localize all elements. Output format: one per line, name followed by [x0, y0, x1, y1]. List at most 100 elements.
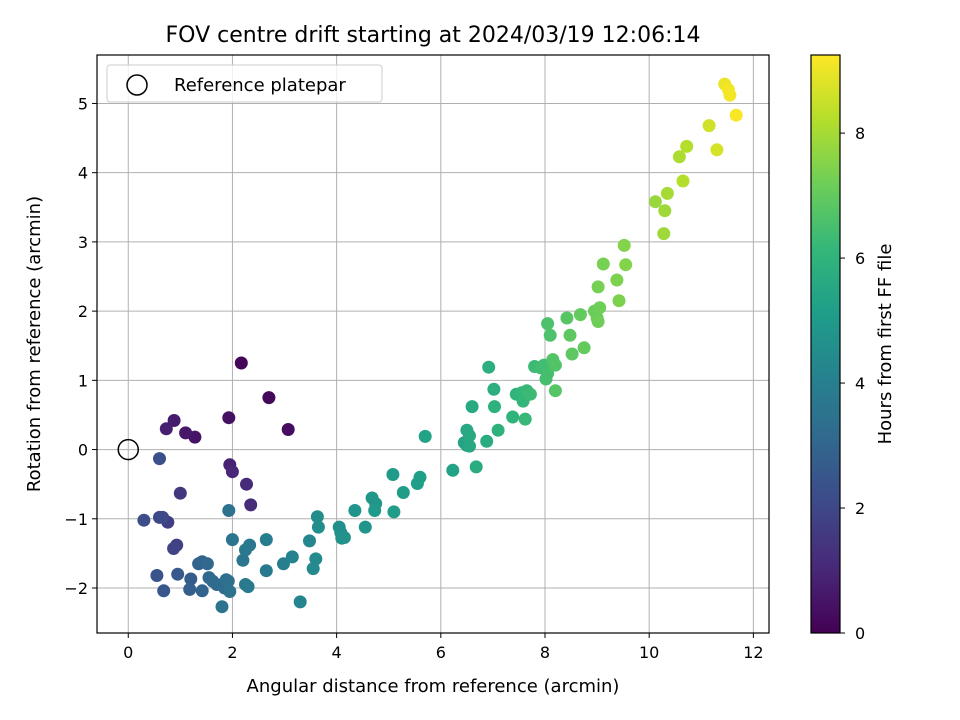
x-tick-label: 12 [743, 643, 763, 662]
y-tick-label: 1 [78, 371, 88, 390]
legend: Reference platepar [106, 64, 383, 103]
scatter-point [215, 600, 229, 614]
scatter-point [157, 584, 171, 598]
legend-box [106, 64, 383, 103]
scatter-point [548, 358, 562, 372]
scatter-point [386, 468, 400, 481]
scatter-point [680, 139, 694, 153]
scatter-point [179, 426, 193, 440]
y-tick-label: 5 [78, 94, 88, 113]
scatter-point [303, 534, 316, 548]
scatter-point [543, 328, 557, 342]
x-tick-label: 10 [639, 643, 659, 662]
y-axis-ticks: −2 −1 0 1 2 3 4 5 [64, 94, 97, 598]
scatter-point [710, 143, 724, 157]
scatter-point [225, 465, 239, 479]
scatter-point [243, 538, 257, 552]
scatter-point [200, 557, 214, 571]
x-tick-label: 2 [227, 643, 237, 662]
scatter-point [506, 410, 520, 424]
x-axis-label: Angular distance from reference (arcmin) [247, 676, 620, 697]
colorbar-tick-label: 8 [855, 124, 865, 143]
colorbar-tick-label: 0 [855, 624, 865, 643]
scatter-point [195, 584, 209, 598]
scatter-point [285, 550, 299, 564]
y-tick-label: 2 [78, 302, 88, 321]
scatter-point [648, 195, 662, 209]
scatter-point [565, 347, 579, 361]
scatter-point [281, 423, 295, 436]
scatter-point [488, 400, 501, 414]
scatter-point [358, 520, 372, 534]
scatter-point [225, 533, 239, 547]
y-tick-label: −2 [64, 579, 88, 598]
scatter-point [577, 341, 591, 355]
colorbar-ticks: 0 2 4 6 8 [840, 124, 865, 643]
scatter-point [573, 308, 587, 322]
scatter-point [491, 423, 505, 437]
plot-frame [96, 54, 770, 634]
scatter-point [167, 542, 181, 555]
colorbar: 0 2 4 6 8 Hours from first FF file [810, 54, 896, 643]
scatter-point [173, 486, 187, 500]
scatter-point [617, 238, 631, 252]
colorbar-frame [810, 54, 841, 634]
x-tick-label: 8 [540, 643, 550, 662]
scatter-point [487, 382, 501, 396]
chart-title: FOV centre drift starting at 2024/03/19 … [166, 23, 701, 48]
x-tick-label: 4 [332, 643, 342, 662]
scatter-point [541, 317, 555, 331]
scatter-point [262, 391, 276, 405]
scatter-point [591, 280, 605, 294]
grid [97, 55, 769, 633]
scatter-point [167, 414, 181, 427]
scatter-point [418, 429, 432, 443]
scatter-point [241, 580, 255, 594]
scatter-points [137, 77, 743, 614]
scatter-point [244, 498, 258, 512]
scatter-point [348, 504, 362, 517]
scatter-point [396, 486, 410, 499]
scatter-point [137, 513, 151, 527]
scatter-point [413, 470, 427, 484]
legend-entry-reference: Reference platepar [174, 75, 346, 96]
scatter-point [311, 520, 325, 534]
scatter-point [387, 505, 401, 519]
scatter-point [219, 573, 233, 587]
scatter-point [541, 366, 555, 380]
scatter-point [619, 258, 633, 272]
legend-marker-reference [126, 74, 148, 96]
scatter-point [293, 595, 307, 609]
colorbar-label: Hours from first FF file [875, 244, 896, 445]
scatter-point [596, 257, 610, 271]
scatter-point [259, 564, 273, 578]
colorbar-tick-label: 6 [855, 249, 865, 268]
reference-marker-group [117, 438, 140, 461]
scatter-point [309, 552, 323, 566]
y-axis-label: Rotation from reference (arcmin) [24, 196, 45, 492]
scatter-point [469, 460, 483, 474]
scatter-point [518, 412, 532, 426]
scatter-point [548, 384, 562, 398]
scatter-point [480, 434, 494, 448]
x-tick-label: 0 [123, 643, 133, 662]
scatter-point [610, 273, 624, 287]
scatter-point [658, 204, 672, 218]
scatter-point [171, 567, 185, 581]
colorbar-tick-label: 4 [855, 374, 865, 393]
scatter-point [446, 463, 460, 477]
scatter-point [463, 429, 476, 443]
scatter-point [723, 88, 737, 102]
colorbar-tick-label: 2 [855, 499, 865, 518]
scatter-point [337, 531, 351, 544]
scatter-point [159, 422, 173, 436]
scatter-point [368, 504, 382, 517]
x-tick-label: 6 [436, 643, 446, 662]
scatter-point [729, 108, 743, 122]
y-tick-label: 4 [78, 164, 88, 183]
scatter-point [672, 150, 686, 164]
scatter-point [563, 328, 577, 342]
colorbar-gradient [811, 55, 840, 633]
scatter-point [234, 356, 248, 370]
